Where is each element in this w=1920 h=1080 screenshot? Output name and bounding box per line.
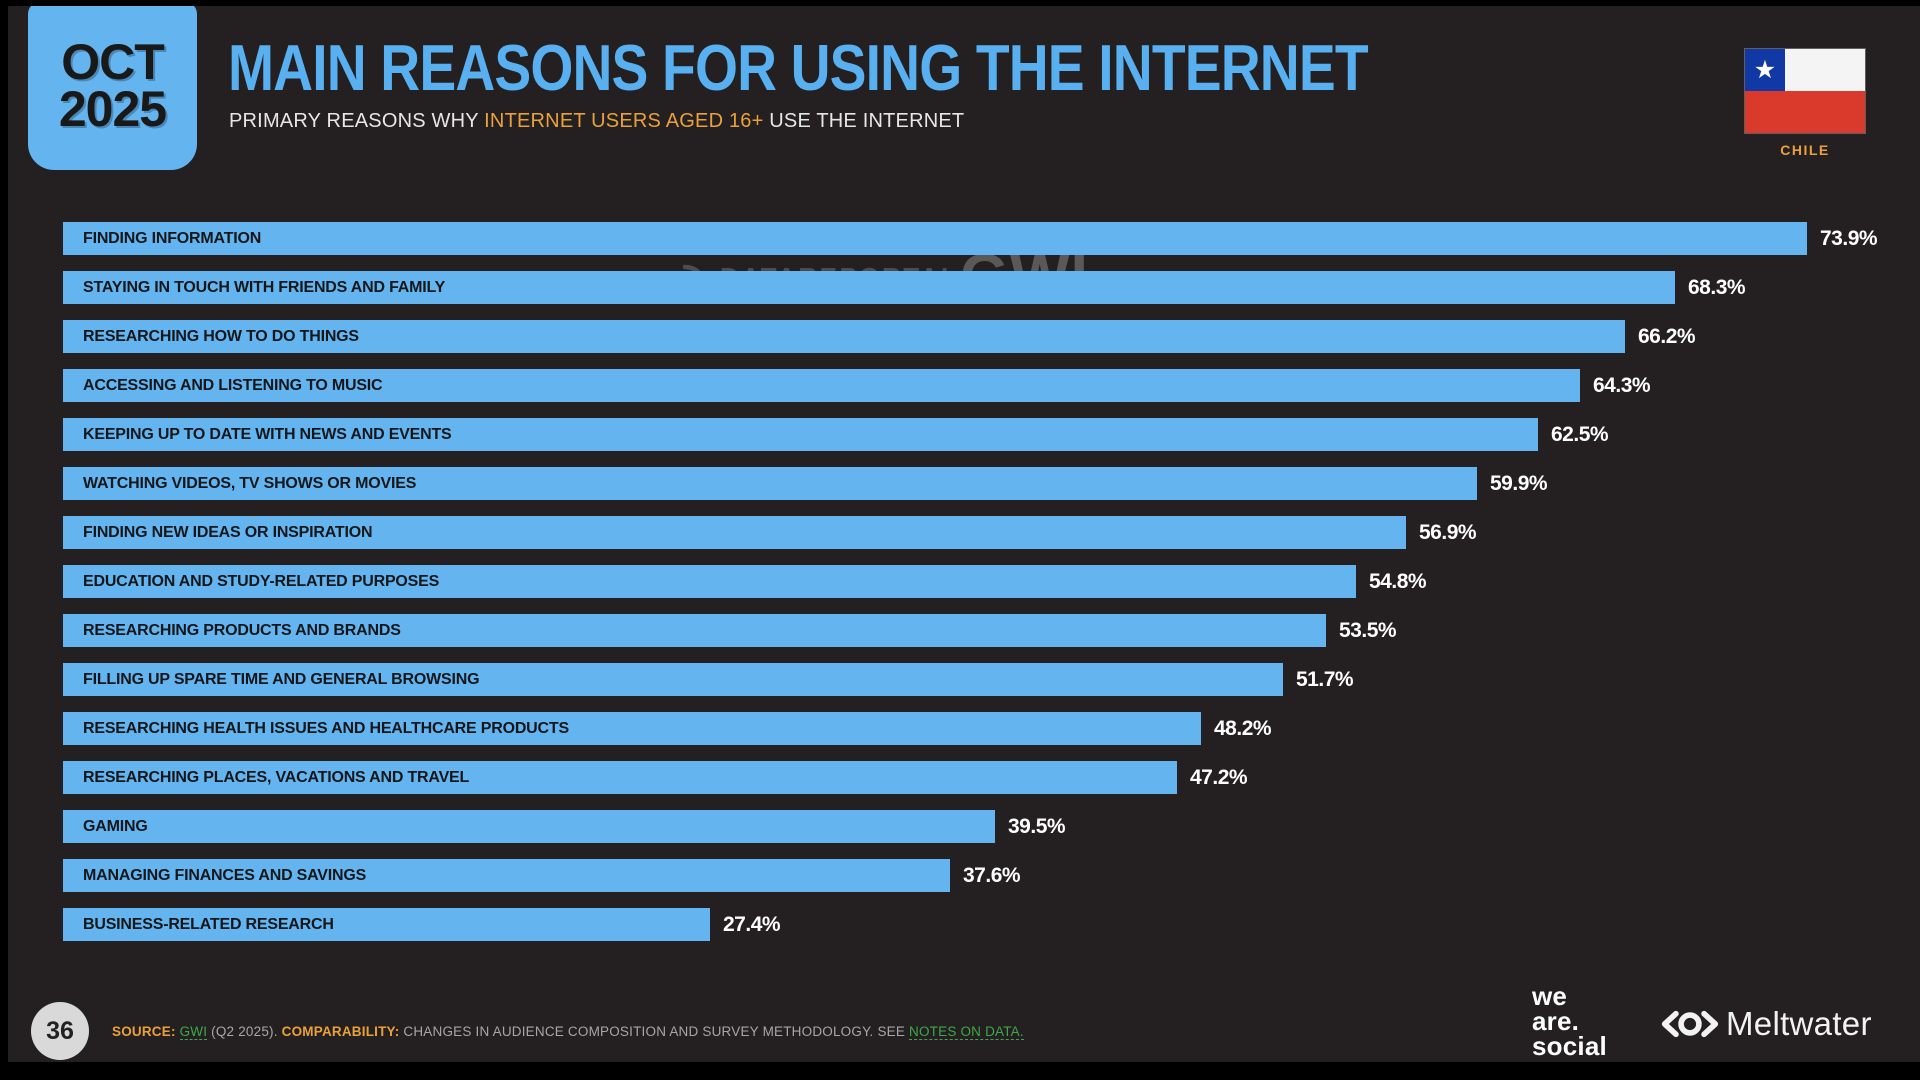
- was-line-3: social: [1532, 1031, 1607, 1061]
- bar-row: WATCHING VIDEOS, TV SHOWS OR MOVIES 59.9…: [63, 467, 1877, 500]
- comparability-text: CHANGES IN AUDIENCE COMPOSITION AND SURV…: [403, 1024, 906, 1039]
- bar: RESEARCHING PLACES, VACATIONS AND TRAVEL: [63, 761, 1177, 794]
- bar-value: 68.3%: [1688, 275, 1746, 299]
- page-number-badge: 36: [31, 1002, 89, 1060]
- meltwater-eye-icon: [1661, 1010, 1719, 1038]
- bar-label: RESEARCHING HEALTH ISSUES AND HEALTHCARE…: [83, 719, 569, 737]
- bar-value: 73.9%: [1820, 226, 1878, 250]
- bar-chart: FINDING INFORMATION 73.9% STAYING IN TOU…: [63, 222, 1878, 957]
- bar-label: BUSINESS-RELATED RESEARCH: [83, 915, 334, 933]
- bar-label: MANAGING FINANCES AND SAVINGS: [83, 866, 367, 884]
- subtitle-prefix: PRIMARY REASONS WHY: [229, 110, 485, 132]
- bar: WATCHING VIDEOS, TV SHOWS OR MOVIES: [63, 467, 1477, 500]
- bar-label: FINDING INFORMATION: [83, 229, 262, 247]
- bar-row: ACCESSING AND LISTENING TO MUSIC 64.3%: [63, 369, 1877, 402]
- bar-value: 64.3%: [1593, 373, 1651, 397]
- bar-label: STAYING IN TOUCH WITH FRIENDS AND FAMILY: [83, 278, 446, 296]
- bar-row: FINDING NEW IDEAS OR INSPIRATION 56.9%: [63, 516, 1877, 549]
- bar: FILLING UP SPARE TIME AND GENERAL BROWSI…: [63, 663, 1283, 696]
- bar-label: FINDING NEW IDEAS OR INSPIRATION: [83, 523, 373, 541]
- bar: GAMING: [63, 810, 995, 843]
- bar-label: ACCESSING AND LISTENING TO MUSIC: [83, 376, 383, 394]
- bar-row: FILLING UP SPARE TIME AND GENERAL BROWSI…: [63, 663, 1877, 696]
- source-label: SOURCE:: [112, 1024, 176, 1039]
- bar-value: 39.5%: [1008, 814, 1066, 838]
- bar-row: RESEARCHING HOW TO DO THINGS 66.2%: [63, 320, 1877, 353]
- bar-row: MANAGING FINANCES AND SAVINGS 37.6%: [63, 859, 1877, 892]
- bar-value: 66.2%: [1638, 324, 1696, 348]
- bar: BUSINESS-RELATED RESEARCH: [63, 908, 710, 941]
- bar: FINDING NEW IDEAS OR INSPIRATION: [63, 516, 1406, 549]
- bar-row: RESEARCHING HEALTH ISSUES AND HEALTHCARE…: [63, 712, 1877, 745]
- source-gwi-link[interactable]: GWI: [179, 1024, 208, 1040]
- flag-star-icon: ★: [1745, 49, 1785, 91]
- date-badge: OCT 2025: [28, 2, 197, 170]
- page-subtitle: PRIMARY REASONS WHY INTERNET USERS AGED …: [229, 110, 964, 133]
- bar: KEEPING UP TO DATE WITH NEWS AND EVENTS: [63, 418, 1538, 451]
- bar-row: FINDING INFORMATION 73.9%: [63, 222, 1878, 255]
- bar-label: WATCHING VIDEOS, TV SHOWS OR MOVIES: [83, 474, 417, 492]
- meltwater-wordmark: Meltwater: [1726, 1005, 1872, 1042]
- bar: STAYING IN TOUCH WITH FRIENDS AND FAMILY: [63, 271, 1675, 304]
- bar-value: 37.6%: [963, 863, 1021, 887]
- bar: RESEARCHING HOW TO DO THINGS: [63, 320, 1625, 353]
- bar-value: 47.2%: [1190, 765, 1248, 789]
- bar-label: RESEARCHING PRODUCTS AND BRANDS: [83, 621, 401, 639]
- bar-row: STAYING IN TOUCH WITH FRIENDS AND FAMILY…: [63, 271, 1877, 304]
- meltwater-logo: Meltwater: [1660, 1005, 1872, 1043]
- was-line-2: are.: [1532, 1006, 1580, 1036]
- was-line-1: we: [1532, 981, 1568, 1011]
- bar-value: 27.4%: [723, 912, 781, 936]
- bar: RESEARCHING PRODUCTS AND BRANDS: [63, 614, 1326, 647]
- bar-label: KEEPING UP TO DATE WITH NEWS AND EVENTS: [83, 425, 452, 443]
- bar: RESEARCHING HEALTH ISSUES AND HEALTHCARE…: [63, 712, 1201, 745]
- bar-value: 62.5%: [1551, 422, 1609, 446]
- subtitle-highlight: INTERNET USERS AGED 16+: [484, 110, 764, 132]
- date-year: 2025: [58, 81, 167, 137]
- bar-value: 56.9%: [1419, 520, 1477, 544]
- subtitle-suffix: USE THE INTERNET: [763, 110, 965, 132]
- chile-flag-icon: ★: [1745, 49, 1865, 133]
- bar-row: GAMING 39.5%: [63, 810, 1877, 843]
- bar-label: EDUCATION AND STUDY-RELATED PURPOSES: [83, 572, 440, 590]
- bar-label: RESEARCHING HOW TO DO THINGS: [83, 327, 359, 345]
- source-detail: (Q2 2025).: [211, 1024, 278, 1039]
- country-label: CHILE: [1780, 142, 1830, 158]
- comparability-label: COMPARABILITY:: [281, 1024, 400, 1039]
- bar: EDUCATION AND STUDY-RELATED PURPOSES: [63, 565, 1356, 598]
- date-month: OCT: [61, 34, 165, 90]
- bar-row: RESEARCHING PLACES, VACATIONS AND TRAVEL…: [63, 761, 1877, 794]
- flag-red-band: [1745, 91, 1865, 133]
- bar-row: KEEPING UP TO DATE WITH NEWS AND EVENTS …: [63, 418, 1877, 451]
- bar-row: BUSINESS-RELATED RESEARCH 27.4%: [63, 908, 1877, 941]
- notes-on-data-link[interactable]: NOTES ON DATA.: [909, 1024, 1024, 1040]
- bar-value: 48.2%: [1214, 716, 1272, 740]
- bar: ACCESSING AND LISTENING TO MUSIC: [63, 369, 1580, 402]
- source-note: SOURCE: GWI (Q2 2025). COMPARABILITY: CH…: [112, 1024, 1024, 1040]
- page-title: MAIN REASONS FOR USING THE INTERNET: [228, 31, 1369, 104]
- we-are-social-logo: we are. social: [1532, 981, 1607, 1061]
- bar-row: RESEARCHING PRODUCTS AND BRANDS 53.5%: [63, 614, 1877, 647]
- bar: FINDING INFORMATION: [63, 222, 1807, 255]
- bar-label: RESEARCHING PLACES, VACATIONS AND TRAVEL: [83, 768, 470, 786]
- bar-value: 59.9%: [1490, 471, 1548, 495]
- bar-value: 54.8%: [1369, 569, 1427, 593]
- bar-value: 53.5%: [1339, 618, 1397, 642]
- bar-label: FILLING UP SPARE TIME AND GENERAL BROWSI…: [83, 670, 480, 688]
- bar-value: 51.7%: [1296, 667, 1354, 691]
- bar-label: GAMING: [83, 817, 148, 835]
- country-block: ★ CHILE: [1745, 49, 1865, 158]
- bar-row: EDUCATION AND STUDY-RELATED PURPOSES 54.…: [63, 565, 1877, 598]
- page-number: 36: [46, 1016, 74, 1045]
- bar: MANAGING FINANCES AND SAVINGS: [63, 859, 950, 892]
